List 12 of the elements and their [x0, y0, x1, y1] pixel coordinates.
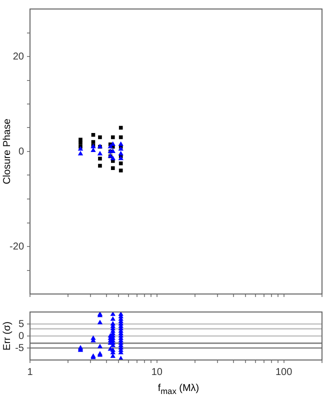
y-tick-label: -20 — [10, 241, 24, 252]
y-tick-label: -5 — [15, 342, 24, 354]
y-tick-label: 0 — [18, 330, 24, 342]
y-axis-title: Err (σ) — [2, 322, 13, 350]
x-tick-label: 10 — [151, 366, 163, 378]
x-axis-title: f$_{max}$ (Mλ) — [156, 383, 200, 396]
y-tick-label: 0 — [18, 146, 24, 158]
x-tick-label: 1 — [27, 366, 34, 378]
x-tick-label: 100 — [275, 366, 293, 378]
y-tick-label: 5 — [18, 318, 24, 330]
y-axis-title: Closure Phase — [2, 118, 13, 184]
y-tick-label: 20 — [12, 51, 24, 62]
